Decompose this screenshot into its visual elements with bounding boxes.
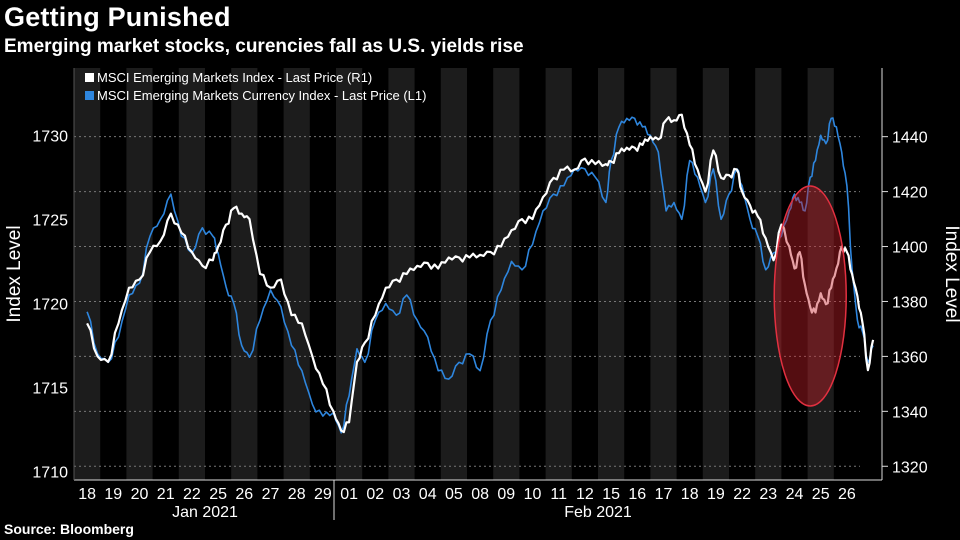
- legend: MSCI Emerging Markets Index - Last Price…: [85, 70, 426, 103]
- date-band: [440, 68, 467, 480]
- date-band: [650, 68, 677, 480]
- x-tick-label: 20: [131, 486, 149, 503]
- left-tick-label: 1730: [32, 128, 68, 145]
- month-label: Jan 2021: [172, 504, 238, 521]
- x-tick-label: 11: [550, 486, 567, 503]
- right-tick-label: 1400: [892, 240, 928, 257]
- x-tick-label: 29: [314, 486, 332, 503]
- chart-title: Getting Punished: [4, 2, 231, 32]
- x-tick-label: 04: [419, 486, 437, 503]
- x-tick-label: 23: [759, 486, 777, 503]
- x-tick-label: 16: [628, 486, 646, 503]
- right-tick-label: 1360: [892, 349, 928, 366]
- x-tick-label: 03: [393, 486, 411, 503]
- left-tick-label: 1725: [32, 212, 68, 229]
- legend-entry: MSCI Emerging Markets Currency Index - L…: [97, 88, 426, 103]
- date-band: [283, 68, 310, 480]
- right-axis-title: Index Level: [941, 225, 960, 322]
- x-tick-label: 26: [235, 486, 253, 503]
- chart-subtitle: Emerging market stocks, curencies fall a…: [4, 36, 524, 57]
- x-tick-label: 25: [209, 486, 227, 503]
- date-band: [178, 68, 205, 480]
- source-note: Source: Bloomberg: [4, 521, 134, 537]
- annotation-layer: [773, 185, 847, 407]
- x-tick-label: 09: [497, 486, 515, 503]
- right-tick-label: 1340: [892, 404, 928, 421]
- legend-swatch: [85, 91, 94, 100]
- left-axis-title: Index Level: [4, 225, 25, 322]
- horizontal-gridlines: [74, 136, 860, 467]
- right-tick-label: 1380: [892, 294, 928, 311]
- x-tick-label: 08: [471, 486, 489, 503]
- date-band: [702, 68, 729, 480]
- x-tick-label: 19: [104, 486, 122, 503]
- series-lines: [86, 113, 875, 434]
- date-band: [545, 68, 572, 480]
- x-tick-label: 25: [812, 486, 830, 503]
- msci-em-currency-line: [86, 116, 874, 434]
- left-tick-label: 1715: [32, 381, 68, 398]
- date-band: [74, 68, 101, 480]
- x-tick-label: 05: [445, 486, 463, 503]
- month-label: Feb 2021: [564, 504, 632, 521]
- x-tick-label: 01: [340, 486, 358, 503]
- highlight-ellipse: [773, 185, 847, 407]
- x-tick-label: 27: [262, 486, 280, 503]
- msci-em-index-line: [86, 113, 875, 434]
- axes: 18 19 20 21 22 25 26 27 28 29 01 02 03 04 05 08 09 10 11 12…: [4, 128, 960, 521]
- date-band: [388, 68, 415, 480]
- x-tick-label: 21: [157, 486, 175, 503]
- left-tick-label: 1710: [32, 465, 68, 482]
- date-band: [231, 68, 258, 480]
- x-tick-label: 19: [707, 486, 725, 503]
- date-band: [598, 68, 625, 480]
- legend-entry: MSCI Emerging Markets Index - Last Price…: [97, 70, 372, 85]
- x-tick-label: 15: [602, 486, 620, 503]
- x-tick-label: 02: [366, 486, 384, 503]
- x-tick-label: 10: [524, 486, 542, 503]
- right-tick-label: 1420: [892, 185, 928, 202]
- x-tick-label: 17: [655, 486, 673, 503]
- legend-swatch: [85, 73, 94, 82]
- x-tick-label: 26: [838, 486, 856, 503]
- x-tick-label: 28: [288, 486, 306, 503]
- right-tick-label: 1440: [892, 130, 928, 147]
- right-tick-label: 1320: [892, 459, 928, 476]
- x-tick-label: 22: [733, 486, 751, 503]
- x-tick-label: 24: [786, 486, 804, 503]
- x-tick-label: 18: [681, 486, 699, 503]
- left-tick-label: 1720: [32, 296, 68, 313]
- date-band: [126, 68, 153, 480]
- x-tick-label: 18: [78, 486, 96, 503]
- x-tick-label: 12: [576, 486, 594, 503]
- date-bands: [74, 68, 834, 480]
- x-tick-label: 22: [183, 486, 201, 503]
